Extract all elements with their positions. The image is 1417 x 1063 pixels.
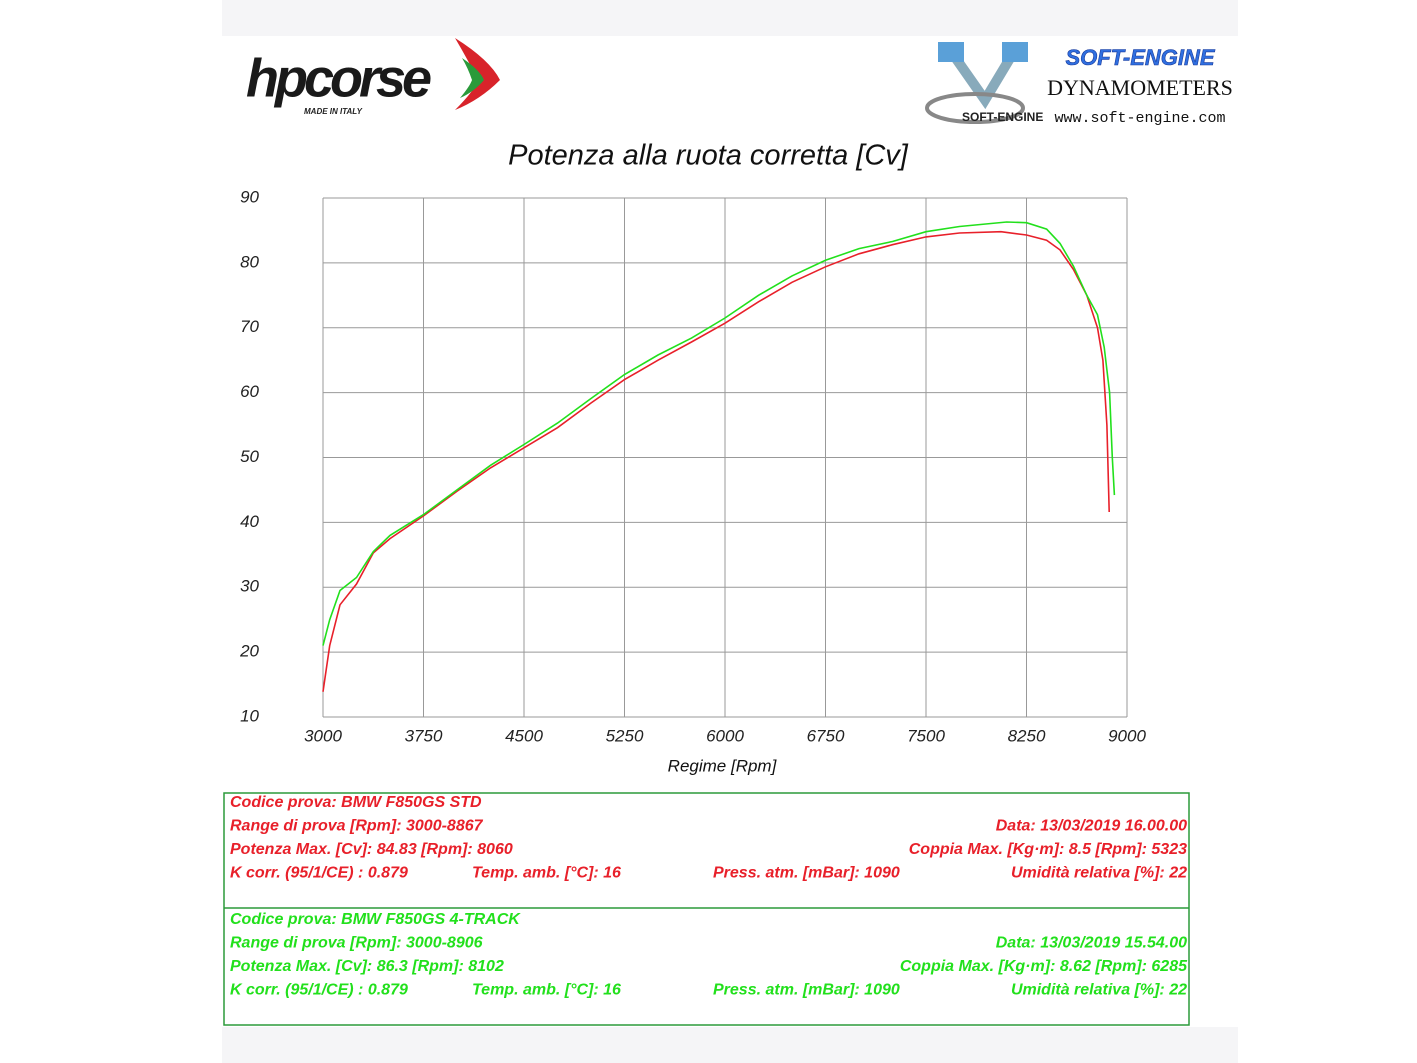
y-tick-label: 70: [240, 317, 259, 336]
power-curve: [322, 230, 1110, 692]
power-curve: [322, 221, 1116, 646]
test-info: Codice prova: BMW F850GS STD: [230, 794, 482, 811]
x-tick-label: 4500: [505, 726, 543, 745]
y-tick-label: 40: [240, 512, 259, 531]
bottom-strip: [222, 1027, 1238, 1063]
test-info: Umidità relativa [%]: 22: [1011, 865, 1187, 882]
y-tick-label: 90: [240, 187, 259, 206]
y-tick-label: 50: [240, 447, 259, 466]
y-tick-label: 10: [240, 706, 259, 725]
piston-icon: [938, 42, 964, 62]
y-tick-label: 80: [240, 252, 259, 271]
test-info: Coppia Max. [Kg·m]: 8.5 [Rpm]: 5323: [909, 841, 1187, 858]
brand-tagline: MADE IN ITALY: [304, 107, 363, 116]
logo-ring: [925, 92, 1025, 124]
piston-icon: [945, 47, 1020, 110]
x-tick-label: 7500: [907, 726, 945, 745]
brand: hpcorse: [246, 48, 431, 108]
x-tick-label: 3750: [405, 726, 443, 745]
x-tick-label: 9000: [1108, 726, 1146, 745]
test-info: Umidità relativa [%]: 22: [1011, 982, 1187, 999]
soft-engine-logo: SOFT-ENGINE DYNAMOMETERS SOFT-ENGINE www…: [925, 42, 1233, 127]
x-tick-label: 6000: [706, 726, 744, 745]
test-info: Coppia Max. [Kg·m]: 8.62 [Rpm]: 6285: [900, 958, 1188, 975]
test-info: Potenza Max. [Cv]: 86.3 [Rpm]: 8102: [230, 958, 504, 975]
dyno-subtitle: DYNAMOMETERS: [1047, 75, 1233, 100]
piston-icon: [1002, 42, 1028, 62]
test-info: K corr. (95/1/CE) : 0.879: [230, 865, 408, 882]
x-axis-label: Regime [Rpm]: [668, 756, 778, 775]
dyno-url: www.soft-engine.com: [1054, 110, 1225, 127]
x-tick-label: 8250: [1008, 726, 1046, 745]
test-info: K corr. (95/1/CE) : 0.879: [230, 982, 408, 999]
test-info: Range di prova [Rpm]: 3000-8906: [230, 935, 483, 952]
hpcorse-logo: hpcorse MADE IN ITALY: [246, 38, 500, 116]
test-info: Codice prova: BMW F850GS 4-TRACK: [230, 911, 521, 928]
test-info: Temp. amb. [°C]: 16: [472, 865, 621, 882]
test-info: Press. atm. [mBar]: 1090: [713, 865, 900, 882]
test-info: Temp. amb. [°C]: 16: [472, 982, 621, 999]
y-tick-label: 30: [240, 577, 259, 596]
dyno-brand: SOFT-ENGINE: [1065, 45, 1215, 70]
test-info: Press. atm. [mBar]: 1090: [713, 982, 900, 999]
logo-swoosh: [460, 58, 484, 98]
info-box: [223, 792, 1190, 1026]
dyno-logo-text: SOFT-ENGINE: [962, 110, 1043, 124]
test-info: Data: 13/03/2019 15.54.00: [996, 935, 1187, 952]
top-strip: [222, 0, 1238, 36]
x-tick-label: 6750: [807, 726, 845, 745]
test-info: Data: 13/03/2019 16.00.00: [996, 818, 1187, 835]
x-tick-label: 5250: [606, 726, 644, 745]
y-tick-label: 60: [240, 382, 259, 401]
x-tick-label: 3000: [304, 726, 342, 745]
y-tick-label: 20: [239, 642, 259, 661]
test-info: Potenza Max. [Cv]: 84.83 [Rpm]: 8060: [230, 841, 513, 858]
chart-title: Potenza alla ruota corretta [Cv]: [508, 140, 909, 172]
test-info: Range di prova [Rpm]: 3000-8867: [230, 818, 484, 835]
